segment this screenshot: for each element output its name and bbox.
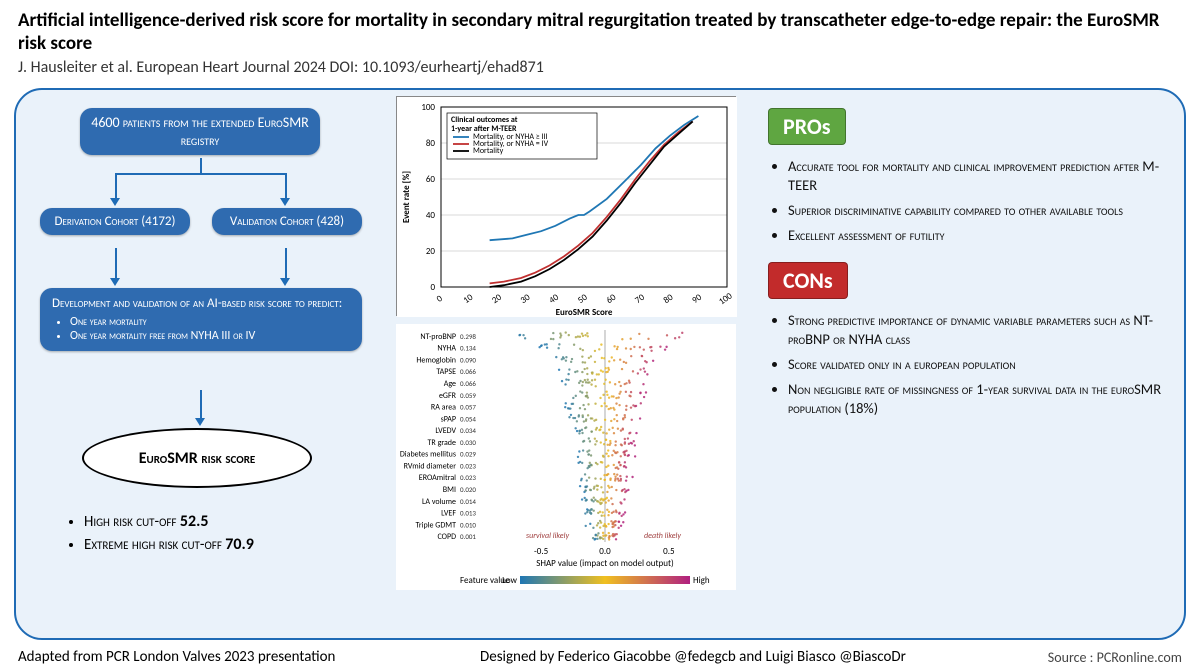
- svg-text:eGFR: eGFR: [439, 391, 457, 401]
- svg-text:40: 40: [426, 210, 436, 221]
- cutoff-list: High risk cut-off 52.5 Extreme high risk…: [64, 508, 384, 554]
- flow-dev-title: Development and validation of an AI-base…: [52, 296, 342, 311]
- svg-text:Triple GDMT: Triple GDMT: [415, 520, 456, 530]
- svg-text:0.023: 0.023: [460, 461, 476, 470]
- svg-text:survival likely: survival likely: [526, 531, 569, 541]
- pros-item: Superior discriminative capability compa…: [788, 201, 1168, 220]
- svg-text:LVEF: LVEF: [441, 509, 456, 519]
- svg-text:0.5: 0.5: [663, 546, 675, 557]
- flow-dev-bullet: One year mortality free from NYHA III or…: [70, 329, 350, 343]
- svg-text:20: 20: [426, 246, 436, 257]
- svg-text:LA volume: LA volume: [422, 497, 456, 507]
- svg-text:Age: Age: [444, 379, 456, 389]
- pros-list: Accurate tool for mortality and clinical…: [768, 157, 1168, 244]
- flow-validation-box: Validation Cohort (428): [212, 208, 362, 235]
- citation: J. Hausleiter et al. European Heart Jour…: [18, 58, 1182, 77]
- svg-text:EuroSMR Score: EuroSMR Score: [556, 307, 613, 317]
- footer-adapted: Adapted from PCR London Valves 2023 pres…: [18, 648, 335, 666]
- svg-text:0.134: 0.134: [460, 344, 476, 353]
- svg-text:sPAP: sPAP: [441, 414, 456, 424]
- svg-text:Mortality: Mortality: [473, 146, 504, 156]
- svg-text:0: 0: [430, 282, 435, 293]
- svg-text:0.066: 0.066: [460, 379, 476, 388]
- eurosmr-score-ellipse: EuroSMR risk score: [82, 428, 312, 488]
- svg-text:0.014: 0.014: [460, 497, 476, 506]
- outcomes-line-chart: 0204060801000102030405060708090100EuroSM…: [396, 96, 736, 316]
- flow-dev-bullet: One year mortality: [70, 315, 350, 329]
- svg-text:0.023: 0.023: [460, 473, 476, 482]
- svg-text:0.034: 0.034: [460, 426, 476, 435]
- svg-text:COPD: COPD: [437, 532, 456, 542]
- svg-text:0.054: 0.054: [460, 414, 476, 423]
- svg-text:0.020: 0.020: [460, 485, 476, 494]
- svg-text:0.057: 0.057: [460, 403, 476, 412]
- svg-text:death likely: death likely: [644, 531, 681, 541]
- main-panel: 4600 patients from the extended EuroSMR …: [14, 88, 1186, 640]
- pros-badge: PROs: [768, 108, 846, 145]
- svg-text:0.013: 0.013: [460, 509, 476, 518]
- svg-text:100: 100: [421, 102, 435, 113]
- svg-text:EROAmitral: EROAmitral: [419, 473, 456, 483]
- svg-text:0.010: 0.010: [460, 520, 476, 529]
- svg-text:0.0: 0.0: [599, 546, 611, 557]
- svg-text:TR grade: TR grade: [428, 438, 456, 448]
- flow-development-box: Development and validation of an AI-base…: [40, 288, 362, 351]
- page-title: Artificial intelligence-derived risk sco…: [18, 10, 1182, 56]
- svg-text:Hemoglobin: Hemoglobin: [416, 355, 456, 365]
- cons-item: Strong predictive importance of dynamic …: [788, 311, 1168, 349]
- svg-text:NYHA: NYHA: [437, 344, 456, 354]
- svg-text:LVEDV: LVEDV: [435, 426, 456, 436]
- shap-beeswarm-chart: NT-proBNP 0.298 NYHA 0.134 Hemoglobin 0.090 TA…: [396, 324, 736, 590]
- svg-text:80: 80: [426, 138, 436, 149]
- cons-item: Non negligible rate of missingness of 1-…: [788, 380, 1168, 418]
- cons-badge: CONs: [768, 262, 848, 299]
- svg-text:0.090: 0.090: [460, 355, 476, 364]
- svg-text:SHAP value (impact on model ou: SHAP value (impact on model output): [536, 558, 674, 569]
- flow-registry-box: 4600 patients from the extended EuroSMR …: [80, 108, 320, 155]
- footer-source: Source : PCRonline.com: [1048, 649, 1182, 666]
- svg-text:0.001: 0.001: [460, 532, 476, 541]
- svg-text:60: 60: [426, 174, 436, 185]
- svg-text:RVmid diameter: RVmid diameter: [404, 461, 457, 471]
- svg-text:Low: Low: [502, 575, 517, 586]
- svg-text:0.059: 0.059: [460, 391, 476, 400]
- svg-text:Event rate [%]: Event rate [%]: [401, 171, 412, 223]
- svg-text:Diabetes mellitus: Diabetes mellitus: [400, 450, 456, 460]
- svg-text:0.066: 0.066: [460, 367, 476, 376]
- cons-list: Strong predictive importance of dynamic …: [768, 311, 1168, 417]
- svg-text:NT-proBNP: NT-proBNP: [420, 332, 456, 342]
- svg-text:0.029: 0.029: [460, 450, 476, 459]
- flow-derivation-box: Derivation Cohort (4172): [40, 208, 190, 235]
- pros-item: Accurate tool for mortality and clinical…: [788, 157, 1168, 195]
- svg-text:BMI: BMI: [443, 485, 456, 495]
- svg-text:0.030: 0.030: [460, 438, 476, 447]
- svg-text:-0.5: -0.5: [534, 546, 549, 557]
- svg-text:High: High: [693, 575, 710, 586]
- svg-text:0.298: 0.298: [460, 332, 476, 341]
- pros-item: Excellent assessment of futility: [788, 226, 1168, 245]
- svg-text:RA area: RA area: [431, 403, 456, 413]
- cons-item: Score validated only in a european popul…: [788, 355, 1168, 374]
- footer-designed: Designed by Federico Giacobbe @fedegcb a…: [480, 648, 906, 666]
- svg-text:TAPSE: TAPSE: [436, 367, 456, 377]
